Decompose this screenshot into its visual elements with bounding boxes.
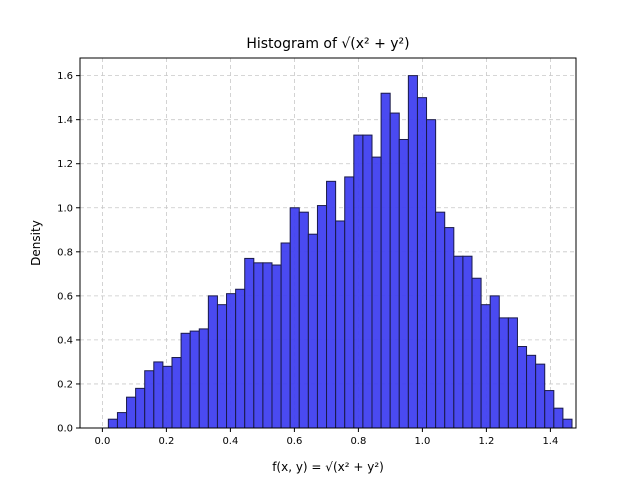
histogram-bar — [280, 242, 291, 429]
histogram-bar — [544, 390, 555, 429]
histogram-bar — [144, 370, 155, 429]
chart-title: Histogram of √(x² + y²) — [246, 36, 409, 52]
y-tick-label: 0.2 — [57, 379, 73, 390]
histogram-bar — [371, 156, 382, 429]
y-tick-label: 1.2 — [57, 159, 73, 170]
y-tick-label: 0.4 — [57, 335, 73, 346]
histogram-bar — [462, 255, 473, 429]
x-tick-label: 1.4 — [542, 436, 558, 447]
x-tick-label: 0.8 — [350, 436, 366, 447]
histogram-bar — [444, 227, 455, 429]
y-axis-label: Density — [29, 220, 43, 266]
histogram-bar — [262, 262, 273, 429]
histogram-bar — [189, 330, 200, 429]
x-tick-label: 0.6 — [286, 436, 302, 447]
histogram-bar — [289, 207, 300, 429]
histogram-bar — [298, 211, 309, 429]
histogram-bar — [326, 180, 337, 429]
histogram-bar — [353, 134, 364, 429]
x-tick-label: 0.4 — [222, 436, 238, 447]
x-tick-label: 1.2 — [478, 436, 494, 447]
histogram-bar — [244, 257, 255, 429]
histogram-bar — [398, 138, 409, 429]
y-tick-label: 0.8 — [57, 247, 73, 258]
x-tick-label: 1.0 — [414, 436, 430, 447]
histogram-bar — [335, 220, 346, 429]
histogram-bar — [489, 295, 500, 429]
histogram-bar — [307, 233, 318, 429]
histogram-bar — [507, 317, 518, 429]
histogram-bar — [253, 262, 264, 429]
histogram-bar — [471, 277, 482, 429]
histogram-bar — [162, 365, 173, 429]
histogram-bar — [426, 119, 437, 429]
plot-frame — [79, 57, 577, 429]
y-tick-label: 1.4 — [57, 115, 73, 126]
y-tick-label: 0.0 — [57, 424, 73, 435]
y-tick-label: 1.6 — [57, 71, 73, 82]
histogram-bar — [344, 176, 355, 429]
histogram-bar — [516, 346, 528, 429]
histogram-bar — [435, 211, 446, 429]
y-axis-ticks: 0.0 0.2 0.4 0.6 0.8 1.0 1.2 1.4 1.6 — [57, 71, 80, 435]
histogram-bar — [235, 288, 246, 429]
histogram-bar — [362, 134, 373, 429]
x-tick-label: 0.0 — [94, 436, 110, 447]
histogram-bar — [535, 363, 546, 429]
histogram-bar — [316, 205, 328, 429]
histogram-bar — [207, 295, 218, 429]
histogram-bar — [180, 332, 191, 429]
histogram-bar — [498, 317, 509, 429]
histogram-bar — [171, 357, 182, 429]
histogram-bar — [380, 92, 391, 429]
histogram-bar — [226, 293, 237, 429]
histogram-bar — [480, 304, 491, 429]
histogram-bar — [126, 396, 137, 429]
histogram-bar — [562, 418, 573, 429]
histogram-bar — [153, 361, 164, 429]
x-tick-label: 0.2 — [158, 436, 174, 447]
histogram-bar — [407, 75, 418, 429]
x-axis-ticks: 0.0 0.2 0.4 0.6 0.8 1.0 1.2 1.4 — [94, 428, 558, 447]
histogram-bar — [389, 112, 400, 429]
histogram-bar — [135, 387, 146, 429]
histogram-bar — [453, 255, 464, 429]
histogram-bar — [216, 304, 228, 429]
x-axis-label: f(x, y) = √(x² + y²) — [272, 460, 384, 474]
histogram-bar — [526, 354, 537, 429]
histogram-bar — [198, 328, 209, 429]
histogram-bar — [107, 418, 118, 429]
histogram-bar — [271, 264, 282, 429]
histogram-bar — [553, 407, 564, 429]
histogram-bar — [416, 97, 428, 429]
y-tick-label: 1.0 — [57, 203, 73, 214]
y-tick-label: 0.6 — [57, 291, 73, 302]
histogram-bar — [116, 412, 128, 429]
